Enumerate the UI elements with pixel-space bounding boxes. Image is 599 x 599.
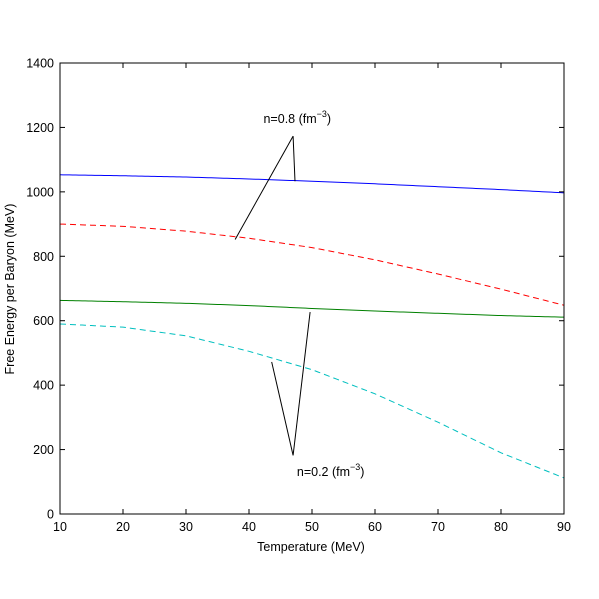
series-line-2 [59,223,565,306]
axes-layer: 10 20 30 40 50 60 70 80 90 0 200 400 600 800 1000 1200 1… [26,57,571,535]
y-tick-label: 200 [33,443,54,457]
x-tick-label: 30 [179,520,193,534]
annotation-2-label: n=0.2 (fm−3) [297,462,365,479]
plot-area [60,63,564,514]
annotation-1-pointer-2 [292,136,296,182]
series-line-1 [59,174,565,194]
annotation-1-label-exponent: −3 [317,109,327,119]
y-axis-label: Free Energy per Baryon (MeV) [3,204,17,375]
y-tick-label: 400 [33,379,54,393]
x-tick-label: 40 [242,520,256,534]
x-tick-label: 90 [557,520,571,534]
x-tick-label: 10 [53,520,67,534]
annotation-1-pointer-1 [234,135,294,240]
x-tick-label: 60 [368,520,382,534]
y-tick-label: 1200 [26,121,54,135]
y-tick-label: 800 [33,250,54,264]
annotation-2-label-base: n=0.2 (fm [297,465,350,479]
series-line-3 [59,299,565,318]
annotation-2-pointer-1 [271,361,294,456]
annotation-2-label-close: ) [360,465,364,479]
y-tick-label: 0 [47,508,54,522]
annotation-1-label: n=0.8 (fm−3) [263,109,331,126]
annotation-layer: n=0.8 (fm−3)n=0.2 (fm−3) [234,109,365,479]
series-line-4 [59,323,565,479]
x-tick-label: 50 [305,520,319,534]
annotation-1-label-base: n=0.8 (fm [263,112,316,126]
annotation-2-pointer-2 [292,311,311,456]
x-tick-label: 80 [494,520,508,534]
series-layer [59,174,565,479]
x-tick-label: 70 [431,520,445,534]
annotation-2-label-exponent: −3 [350,462,360,472]
annotation-1-label-close: ) [327,112,331,126]
x-tick-label: 20 [116,520,130,534]
y-tick-label: 1400 [26,57,54,71]
x-axis-label: Temperature (MeV) [257,540,365,554]
plot-background [60,63,564,514]
y-tick-label: 600 [33,314,54,328]
y-tick-label: 1000 [26,185,54,199]
